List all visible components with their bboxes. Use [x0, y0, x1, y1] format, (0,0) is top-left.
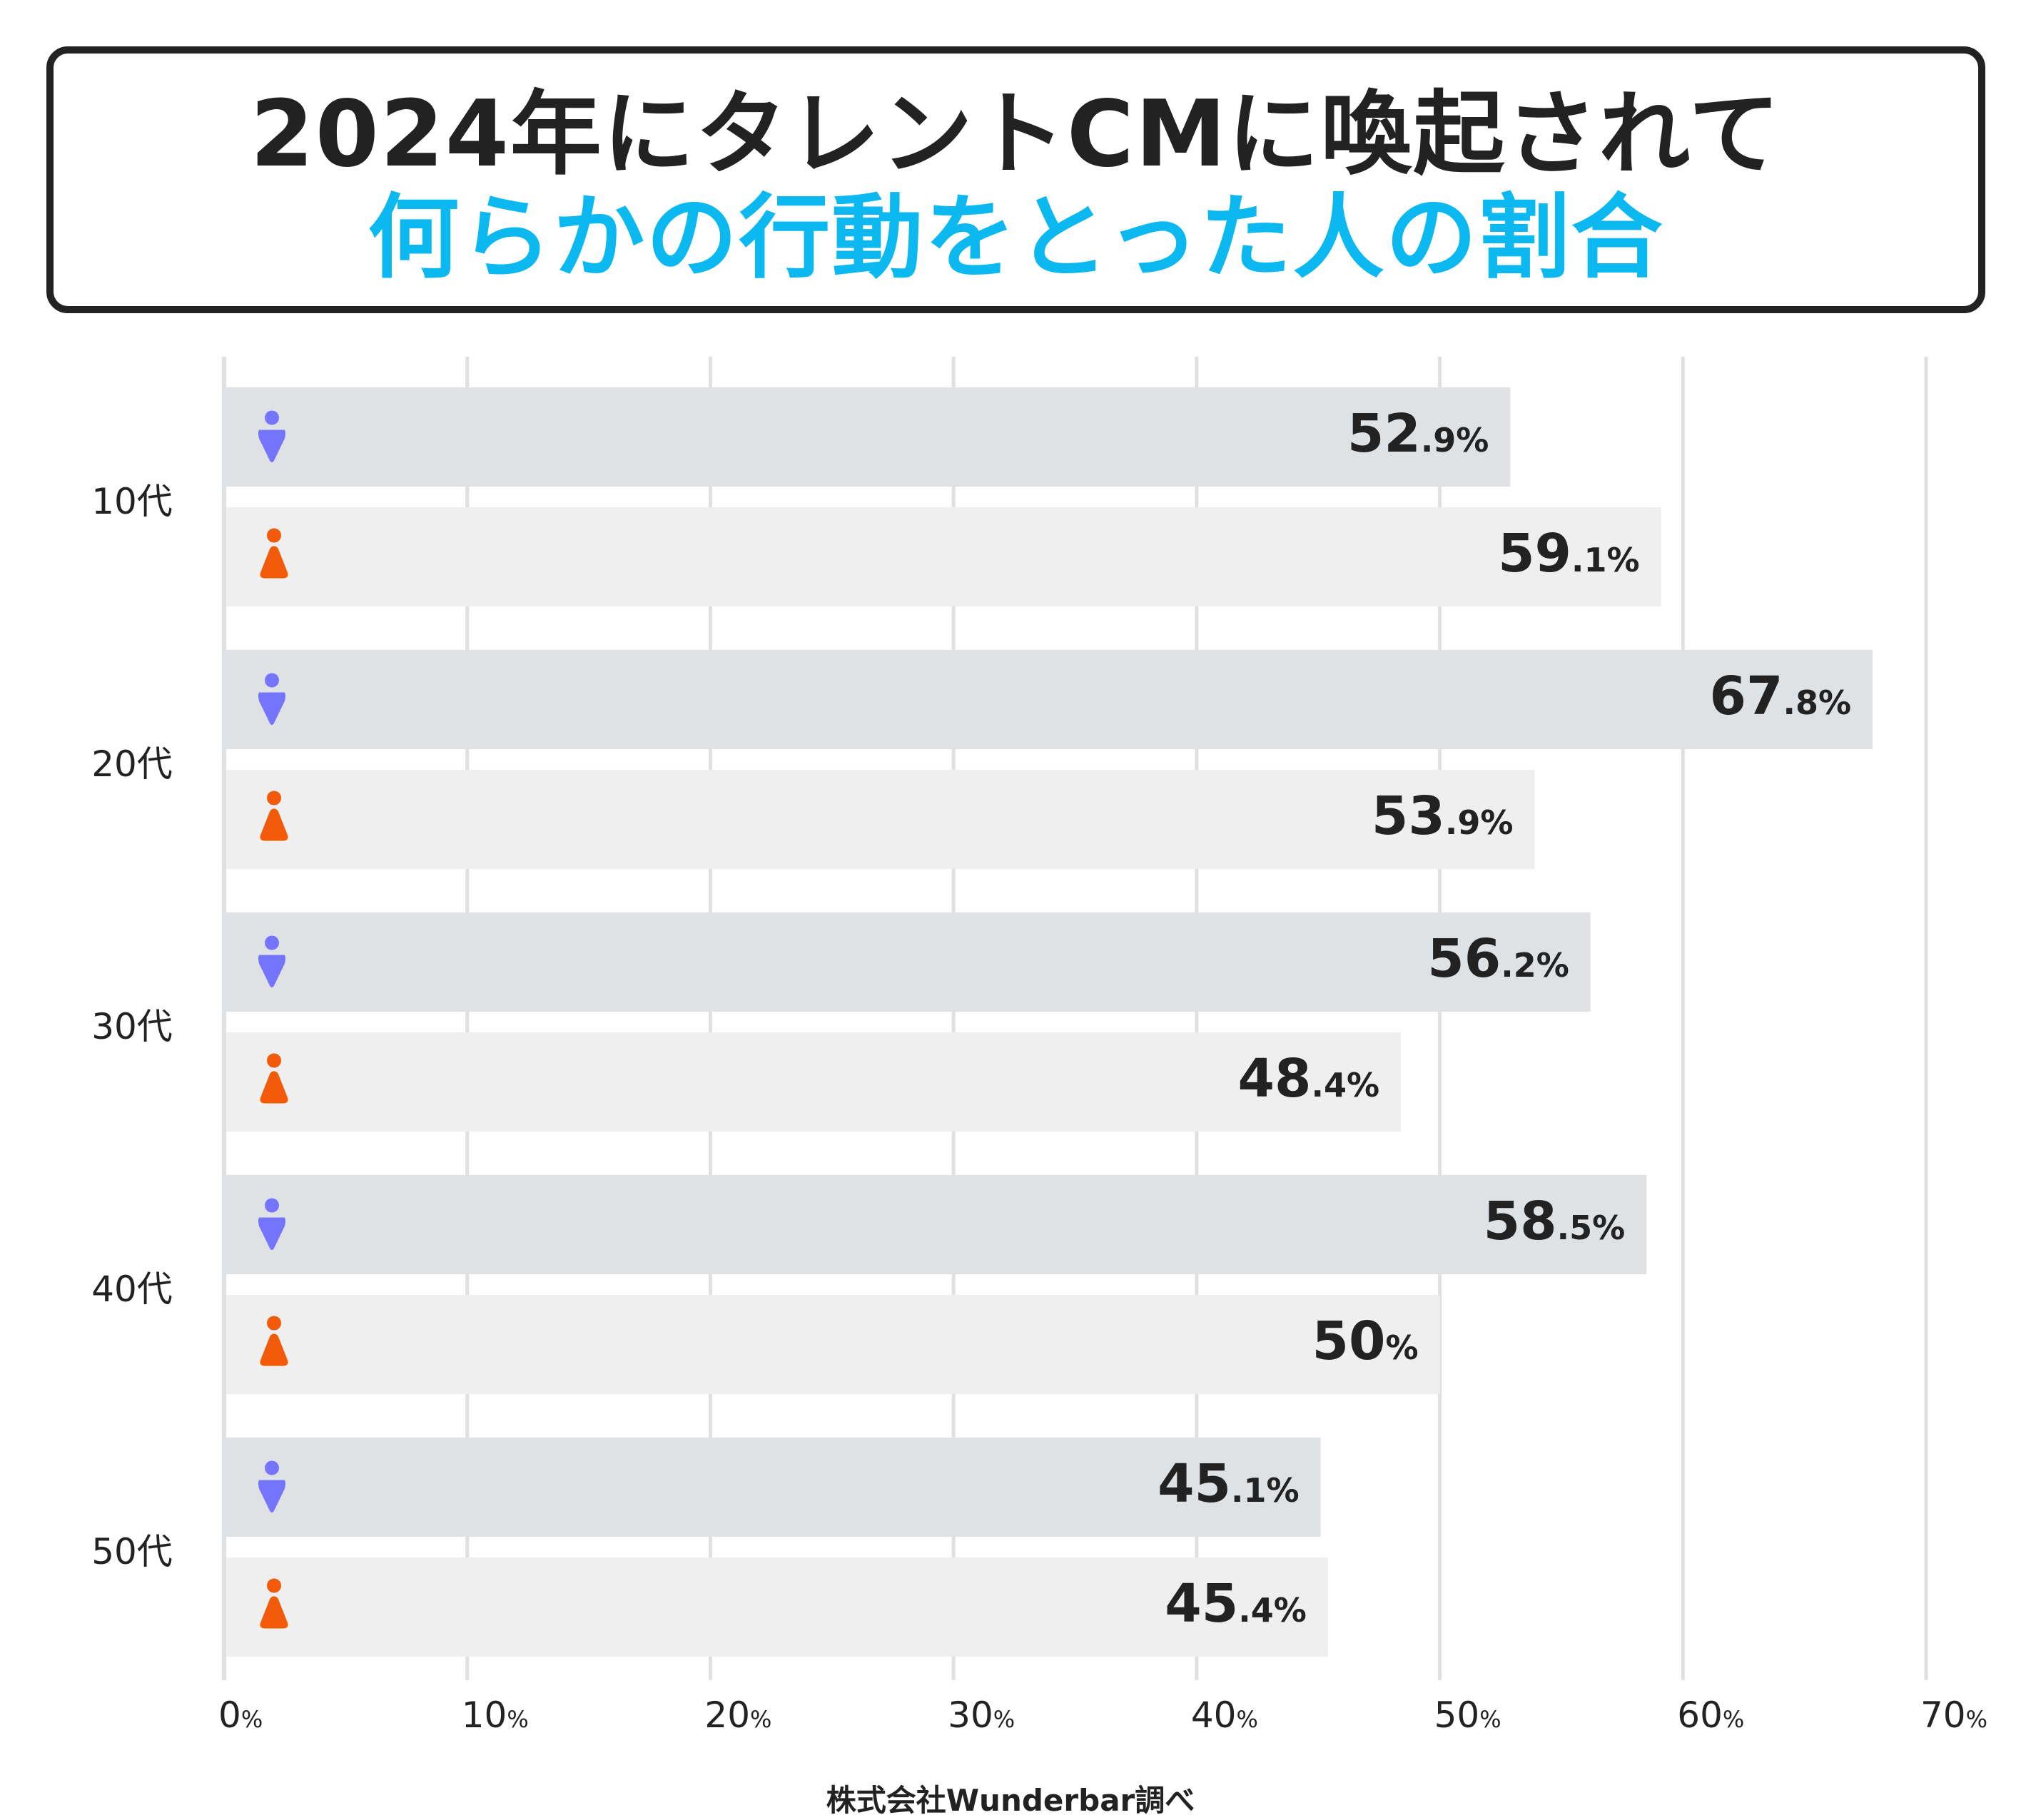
male-person-icon: [258, 1217, 285, 1250]
tick-number: 70: [1920, 1694, 1966, 1736]
male-person-icon: [258, 955, 285, 987]
value-integer: 48: [1237, 1048, 1312, 1109]
female-person-icon: [260, 1596, 288, 1629]
female-person-icon: [260, 808, 288, 841]
value-decimal: .9%: [1444, 803, 1514, 842]
value-decimal: %: [1385, 1328, 1419, 1367]
chart-subtitle: 何らかの行動をとった人の割合: [368, 185, 1664, 291]
female-bar: [224, 1295, 1440, 1394]
value-integer: 67: [1709, 666, 1783, 727]
female-person-icon: [260, 1071, 288, 1104]
age-group-label: 10代: [91, 481, 173, 522]
tick-number: 30: [948, 1694, 993, 1736]
tick-unit: %: [240, 1706, 263, 1733]
female-person-icon-head: [267, 1316, 281, 1331]
value-label: 67.8%: [1709, 666, 1851, 727]
value-decimal: .1%: [1231, 1471, 1300, 1510]
female-person-icon-head: [267, 528, 281, 543]
value-decimal: .9%: [1420, 421, 1489, 459]
x-tick-label: 0%: [218, 1694, 263, 1736]
male-bar: [224, 387, 1511, 487]
male-person-icon-head: [265, 1198, 279, 1213]
age-group-label: 30代: [91, 1006, 173, 1047]
male-person-icon-head: [265, 673, 279, 688]
male-bar: [224, 1175, 1647, 1274]
male-bar: [224, 1438, 1321, 1537]
tick-unit: %: [1722, 1706, 1745, 1733]
x-tick-label: 50%: [1434, 1694, 1501, 1736]
chart-title: 2024年にタレントCMに喚起されて: [250, 81, 1782, 188]
x-tick-label: 40%: [1191, 1694, 1258, 1736]
female-person-icon-head: [267, 1053, 281, 1068]
tick-unit: %: [1479, 1706, 1501, 1733]
x-tick-label: 70%: [1920, 1694, 1987, 1736]
tick-number: 40: [1190, 1694, 1237, 1736]
value-label: 45.1%: [1158, 1453, 1300, 1515]
value-label: 52.9%: [1347, 403, 1489, 464]
female-person-icon-head: [267, 790, 281, 805]
tick-number: 20: [704, 1694, 751, 1736]
male-bar: [224, 912, 1591, 1012]
value-integer: 45: [1165, 1573, 1239, 1635]
tick-number: 0: [218, 1694, 241, 1736]
age-group-label: 20代: [91, 743, 173, 785]
value-decimal: .1%: [1571, 541, 1640, 579]
x-tick-label: 30%: [948, 1694, 1015, 1736]
value-integer: 53: [1371, 786, 1445, 847]
value-integer: 58: [1483, 1191, 1557, 1252]
value-integer: 52: [1347, 403, 1421, 464]
value-label: 59.1%: [1498, 523, 1640, 584]
age-group-label: 50代: [91, 1531, 173, 1572]
value-decimal: .4%: [1311, 1066, 1380, 1104]
tick-unit: %: [1236, 1706, 1258, 1733]
value-decimal: .4%: [1238, 1591, 1307, 1630]
male-person-icon-head: [265, 935, 279, 950]
value-label: 50%: [1312, 1311, 1419, 1372]
value-decimal: .8%: [1783, 683, 1852, 722]
female-person-icon-head: [267, 1578, 281, 1593]
value-decimal: .2%: [1501, 946, 1569, 985]
female-bar: [224, 1032, 1402, 1132]
female-bar: [224, 1557, 1328, 1657]
female-bar: [224, 507, 1661, 606]
x-tick-label: 20%: [704, 1694, 771, 1736]
male-person-icon: [258, 692, 285, 725]
value-decimal: .5%: [1556, 1209, 1626, 1247]
tick-number: 60: [1677, 1694, 1723, 1736]
tick-unit: %: [507, 1706, 529, 1733]
male-person-icon-head: [265, 410, 279, 425]
value-integer: 45: [1158, 1453, 1232, 1515]
male-person-icon: [258, 429, 285, 462]
value-label: 58.5%: [1484, 1191, 1626, 1252]
female-bar: [224, 770, 1535, 869]
male-bar: [224, 650, 1873, 749]
tick-number: 50: [1434, 1694, 1480, 1736]
tick-unit: %: [750, 1706, 772, 1733]
value-label: 53.9%: [1372, 786, 1514, 847]
title-box: 2024年にタレントCMに喚起されて 何らかの行動をとった人の割合: [46, 46, 1985, 313]
male-person-icon-head: [265, 1460, 279, 1475]
age-group-label: 40代: [91, 1269, 173, 1310]
male-person-icon: [258, 1480, 285, 1513]
tick-unit: %: [1965, 1706, 1988, 1733]
value-integer: 50: [1312, 1311, 1386, 1372]
tick-number: 10: [461, 1694, 507, 1736]
value-label: 56.2%: [1427, 928, 1569, 990]
value-integer: 59: [1498, 523, 1572, 584]
x-tick-label: 10%: [462, 1694, 529, 1736]
tick-unit: %: [993, 1706, 1015, 1733]
value-label: 45.4%: [1165, 1573, 1307, 1635]
value-label: 48.4%: [1238, 1048, 1380, 1109]
female-person-icon: [260, 546, 288, 579]
source-note: 株式会社Wunderbar調べ: [826, 1783, 1195, 1818]
female-person-icon: [260, 1333, 288, 1366]
value-integer: 56: [1427, 928, 1501, 990]
x-tick-label: 60%: [1677, 1694, 1744, 1736]
